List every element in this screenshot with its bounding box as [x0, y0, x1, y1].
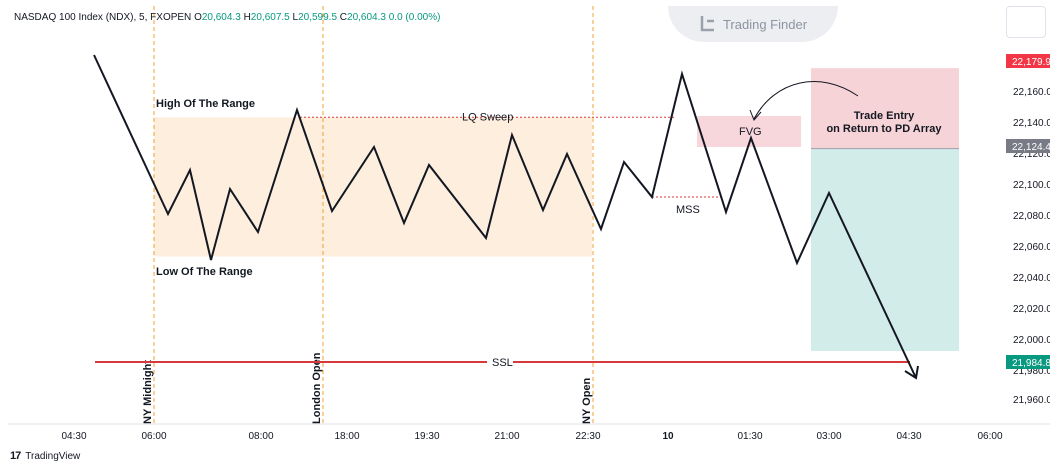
y-tick-label: 22,140.0: [1013, 118, 1050, 129]
trading-finder-watermark: Trading Finder: [668, 6, 838, 42]
x-tick-label: 08:00: [248, 431, 273, 442]
x-tick-label: 21:00: [494, 431, 519, 442]
change-value: 0.0 (0.00%): [388, 12, 441, 23]
tradingview-logo-icon: 17: [10, 450, 21, 462]
price-tag: [1006, 139, 1050, 153]
high-label: H: [243, 12, 251, 23]
x-tick-label: 04:30: [61, 431, 86, 442]
price-tag-label: 22,124.4: [1012, 142, 1050, 153]
open-label: O: [194, 12, 202, 23]
high-value: 20,607.5: [250, 12, 290, 23]
trading-finder-logo-icon: [700, 16, 714, 32]
symbol-label: NASDAQ 100 Index (NDX), 5, FXOPEN: [14, 12, 192, 23]
x-tick-label: 04:30: [896, 431, 921, 442]
x-tick-label: 22:30: [575, 431, 600, 442]
y-tick-label: 22,000.0: [1013, 335, 1050, 346]
corner-widget[interactable]: [1006, 6, 1046, 38]
trade-entry-sublabel: on Return to PD Array: [826, 123, 942, 135]
x-tick-label: 19:30: [414, 431, 439, 442]
low-label: L: [292, 12, 299, 23]
y-tick-label: 22,120.0: [1013, 149, 1050, 160]
range-high-label: High Of The Range: [156, 98, 255, 110]
price-line: [93, 54, 917, 379]
y-tick-label: 21,980.0: [1013, 366, 1050, 377]
low-value: 20,599.5: [298, 12, 338, 23]
session-label: NY Open: [581, 377, 593, 424]
y-tick-label: 22,080.0: [1013, 211, 1050, 222]
x-tick-label: 01:30: [737, 431, 762, 442]
tradingview-text: TradingView: [25, 450, 81, 462]
trade-entry-arrow: [753, 81, 859, 120]
x-tick-label: 18:00: [334, 431, 359, 442]
fvg-label: FVG: [739, 126, 762, 138]
trade-entry-arrowhead: [749, 109, 762, 121]
tradingview-footer: 17 TradingView: [10, 450, 80, 462]
price-tag: [1006, 355, 1050, 369]
y-tick-label: 22,040.0: [1013, 273, 1050, 284]
close-value: 20,604.3: [347, 12, 386, 23]
y-tick-label: 22,060.0: [1013, 242, 1050, 253]
x-tick-label: 06:00: [141, 431, 166, 442]
ohlc-legend: NASDAQ 100 Index (NDX), 5, FXOPEN O20,60…: [14, 12, 440, 23]
trade-entry-label: Trade Entry: [854, 110, 915, 122]
close-label: C: [339, 12, 348, 23]
ssl-label: SSL: [492, 357, 513, 369]
price-tag-label: 21,984.8: [1012, 358, 1050, 369]
y-tick-label: 22,020.0: [1013, 304, 1050, 315]
lq-sweep-label: LQ Sweep: [462, 111, 513, 123]
stop-loss-zone: [811, 68, 959, 149]
mss-label: MSS: [676, 204, 700, 216]
y-tick-label: 22,100.0: [1013, 180, 1050, 191]
price-arrowhead: [904, 365, 919, 380]
range-zone: [154, 117, 592, 257]
y-tick-label: 22,160.0: [1013, 87, 1050, 98]
ssl-label-bg: [487, 355, 513, 368]
x-tick-label: 10: [662, 431, 674, 442]
session-label: London Open: [311, 352, 323, 424]
open-value: 20,604.3: [201, 12, 241, 23]
range-low-label: Low Of The Range: [156, 266, 253, 278]
price-tag-label: 22,179.9: [1012, 57, 1050, 68]
price-tag: [1006, 54, 1050, 68]
trading-finder-text: Trading Finder: [722, 16, 808, 32]
x-tick-label: 03:00: [816, 431, 841, 442]
x-tick-label: 06:00: [977, 431, 1002, 442]
y-tick-label: 21,960.0: [1013, 395, 1050, 406]
take-profit-zone: [811, 148, 959, 352]
session-label: NY Midnight: [142, 360, 154, 424]
